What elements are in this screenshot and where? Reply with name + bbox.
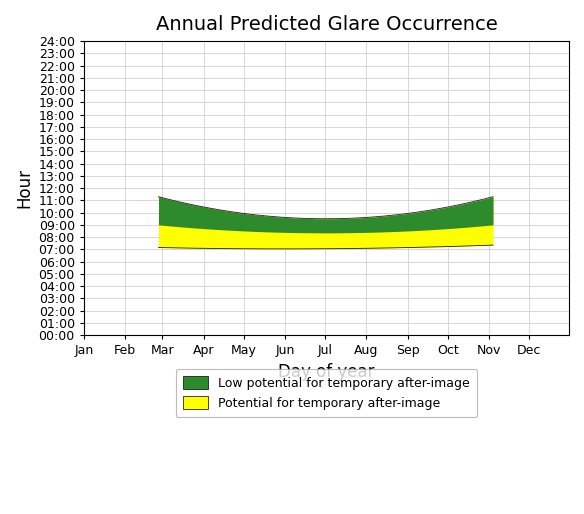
Y-axis label: Hour: Hour	[15, 168, 33, 208]
Title: Annual Predicted Glare Occurrence: Annual Predicted Glare Occurrence	[155, 15, 498, 34]
X-axis label: Day of year: Day of year	[278, 363, 375, 381]
Legend: Low potential for temporary after-image, Potential for temporary after-image: Low potential for temporary after-image,…	[176, 369, 477, 417]
